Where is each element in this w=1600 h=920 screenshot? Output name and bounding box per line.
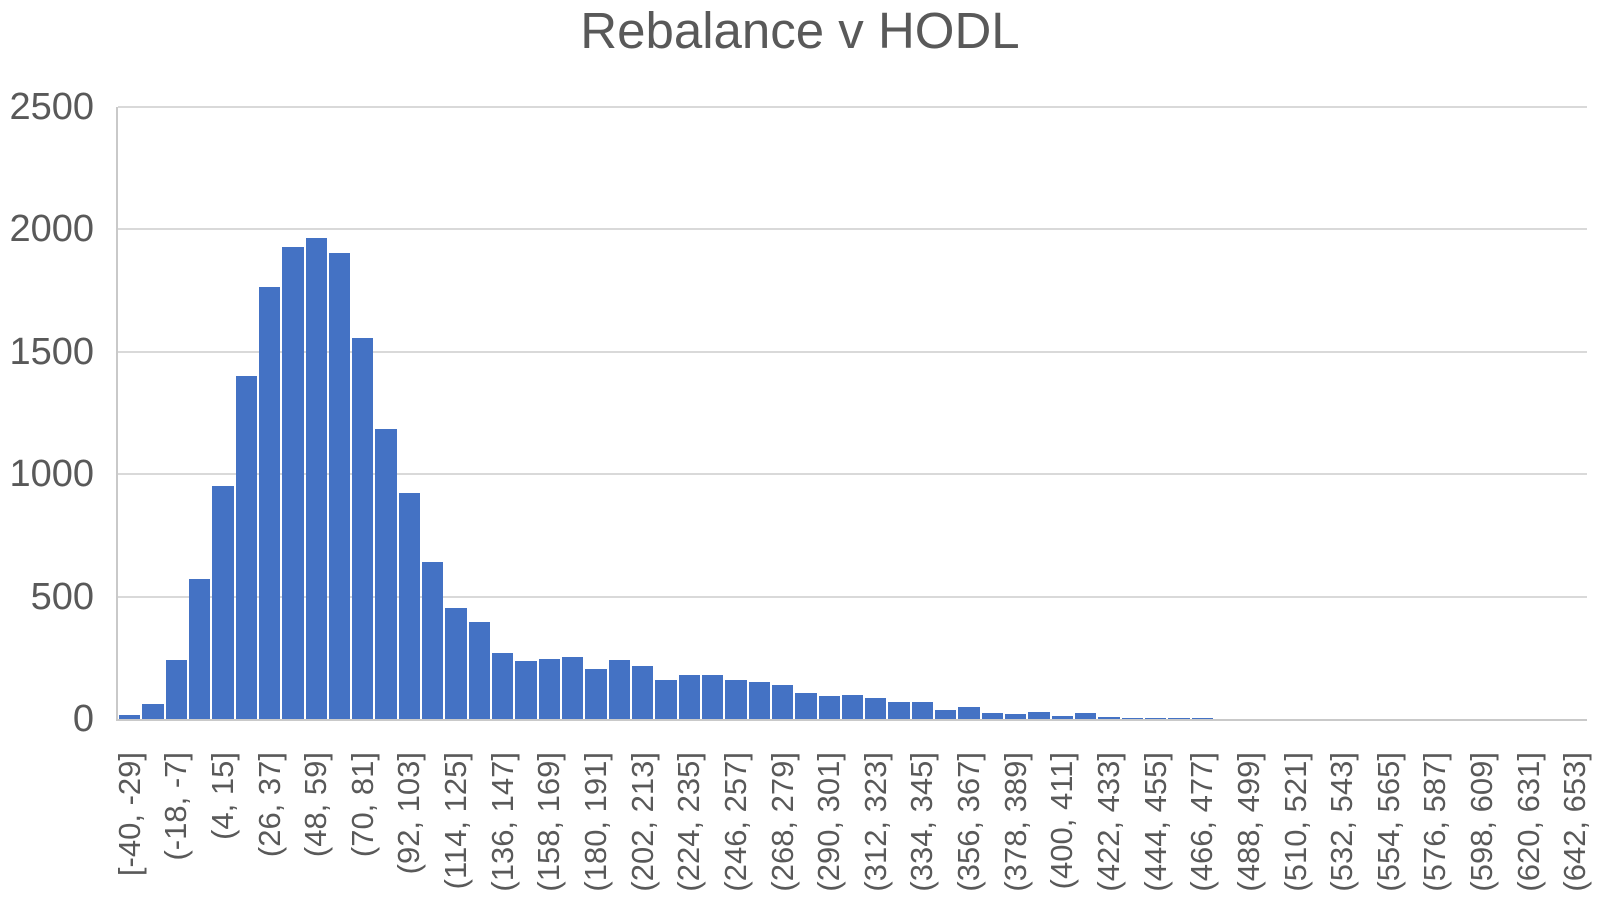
histogram-bar	[1075, 713, 1097, 719]
x-axis-tick-label: (70, 81]	[344, 752, 380, 858]
histogram-bar	[328, 252, 351, 719]
x-axis-tick-label: (620, 631]	[1510, 752, 1546, 892]
histogram-bar	[468, 622, 491, 719]
y-axis-tick-label: 0	[72, 698, 94, 740]
histogram-bar	[795, 693, 817, 719]
x-axis-tick-label: (180, 191]	[578, 752, 613, 892]
histogram-bar	[375, 428, 397, 719]
histogram-bar	[258, 286, 281, 719]
histogram-bar	[305, 237, 327, 719]
x-axis-tick-label: (466, 477]	[1184, 752, 1220, 892]
histogram-bar	[188, 579, 211, 719]
histogram-bar	[631, 665, 654, 719]
histogram-bar	[445, 607, 467, 719]
histogram-bar	[515, 660, 537, 719]
x-axis-tick-label: (158, 169]	[531, 752, 567, 892]
gridline	[118, 473, 1587, 476]
x-axis-tick-label: (246, 257]	[717, 752, 753, 892]
histogram-bar	[1098, 716, 1120, 719]
y-axis-line	[116, 107, 118, 719]
histogram-bar	[585, 669, 607, 719]
histogram-bar	[1051, 715, 1073, 719]
x-axis-tick-label: (356, 367]	[951, 752, 987, 892]
x-axis-tick-label: (642, 653]	[1557, 752, 1593, 892]
x-axis-tick-label: (224, 235]	[671, 752, 707, 892]
histogram-bar	[748, 682, 770, 719]
x-axis-tick-label: (48, 59]	[298, 752, 334, 858]
x-axis-tick-label: (598, 609]	[1464, 752, 1500, 892]
histogram-bar	[119, 715, 141, 719]
histogram-bar	[701, 675, 724, 719]
x-axis-tick-label: (202, 213]	[624, 752, 660, 892]
histogram-bar	[142, 704, 164, 719]
histogram-bar	[888, 701, 910, 719]
histogram-bar	[725, 680, 747, 719]
histogram-bar	[1121, 717, 1143, 719]
histogram-bar	[235, 376, 257, 719]
x-axis-line	[116, 719, 1587, 721]
x-axis-tick-label: (4, 15]	[204, 752, 240, 840]
x-axis-tick-label: (444, 455]	[1137, 752, 1173, 892]
y-axis-tick-label: 2500	[9, 86, 94, 128]
histogram-bar	[935, 710, 957, 719]
x-axis-tick-label: (290, 301]	[811, 752, 847, 892]
x-axis-tick-label: (422, 433]	[1090, 752, 1126, 892]
histogram-bar	[422, 562, 444, 719]
histogram-bar	[818, 696, 840, 719]
x-axis-tick-label: (532, 543]	[1324, 752, 1360, 892]
histogram-bar	[562, 657, 584, 719]
y-axis-tick-label: 1000	[9, 453, 94, 496]
x-axis-tick-label: (378, 389]	[997, 752, 1033, 892]
x-axis-tick-label: (334, 345]	[904, 752, 940, 892]
histogram-bar	[398, 492, 421, 719]
histogram-bar	[492, 652, 514, 719]
x-axis-tick-label: (510, 521]	[1277, 752, 1313, 892]
x-axis-tick-label: (488, 499]	[1230, 752, 1266, 892]
histogram-bar	[538, 658, 561, 719]
x-axis-tick-label: (114, 125]	[438, 752, 474, 890]
gridline	[118, 350, 1587, 353]
histogram-bar	[1005, 713, 1027, 719]
x-axis-tick-label: (26, 37]	[251, 752, 287, 858]
y-axis-tick-label: 500	[30, 575, 94, 618]
x-axis-tick-label: (92, 103]	[391, 752, 427, 875]
histogram-bar	[771, 684, 794, 719]
x-axis-tick-label: (268, 279]	[764, 752, 800, 892]
histogram-bar	[165, 660, 187, 719]
histogram-bar	[282, 246, 304, 719]
x-axis-tick-label: (554, 565]	[1370, 752, 1406, 892]
x-axis-tick-label: (576, 587]	[1417, 752, 1453, 892]
chart-title: Rebalance v HODL	[580, 2, 1020, 59]
histogram-bar	[655, 679, 677, 719]
y-axis-tick-label: 2000	[9, 208, 94, 251]
gridline	[118, 595, 1587, 598]
x-axis-tick-label: [-40, -29]	[111, 752, 147, 877]
x-axis-tick-label: (312, 323]	[857, 752, 893, 892]
histogram-bar	[981, 712, 1004, 719]
gridline	[118, 228, 1587, 231]
x-axis-tick-label: (400, 411]	[1044, 752, 1080, 890]
histogram-bar	[608, 660, 630, 719]
histogram-bar	[911, 701, 934, 719]
histogram-bar	[865, 697, 887, 719]
gridline	[118, 106, 1587, 108]
histogram-bar	[841, 694, 864, 719]
histogram-bar	[958, 706, 980, 719]
histogram-bar	[678, 675, 700, 719]
histogram-bar	[1144, 717, 1167, 719]
x-axis-tick-label: (-18, -7]	[158, 752, 194, 861]
histogram-bar	[1191, 717, 1213, 719]
histogram-bar	[212, 486, 234, 719]
histogram-bar	[352, 338, 374, 719]
x-axis-tick-label: (136, 147]	[484, 752, 520, 892]
y-axis-tick-label: 1500	[9, 330, 94, 373]
histogram-bar	[1168, 717, 1190, 719]
histogram-bar	[1028, 711, 1050, 719]
